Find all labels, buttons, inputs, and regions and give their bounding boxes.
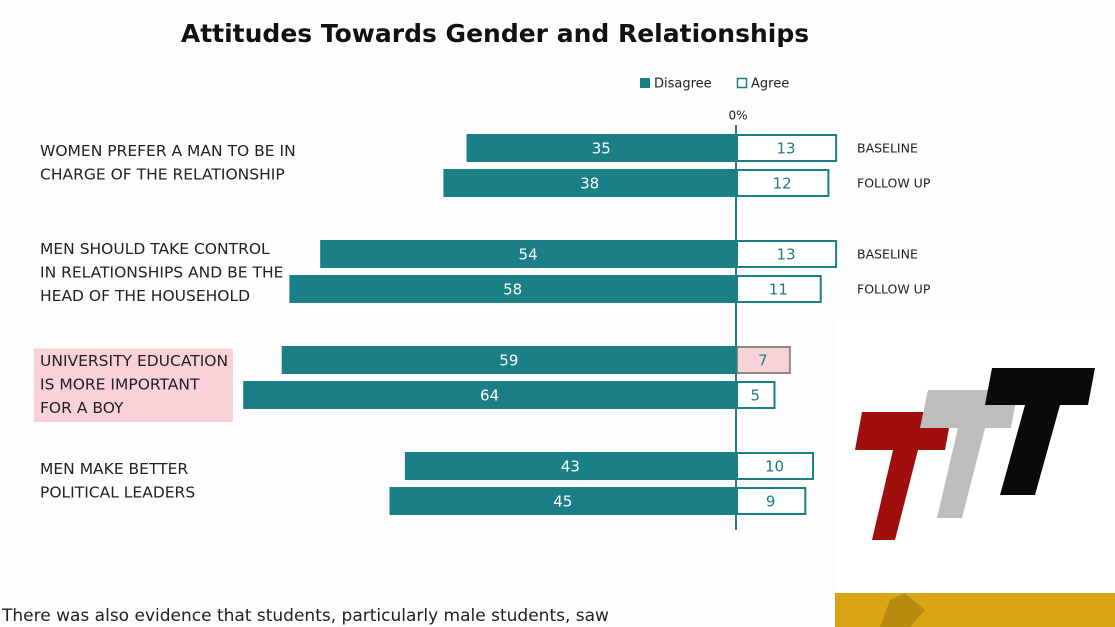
row-label: FOLLOW UP bbox=[857, 282, 931, 297]
bar bbox=[736, 240, 838, 268]
bar bbox=[243, 381, 736, 409]
group-label: IS MORE IMPORTANT bbox=[40, 376, 200, 394]
value-label: 64 bbox=[480, 387, 499, 405]
group-label: IN RELATIONSHIPS AND BE THE bbox=[40, 264, 283, 282]
bar bbox=[736, 169, 830, 197]
chart-title: Attitudes Towards Gender and Relationshi… bbox=[181, 19, 809, 48]
logo-t-red bbox=[855, 412, 952, 540]
group-label: MEN SHOULD TAKE CONTROL bbox=[40, 240, 270, 258]
value-label: 13 bbox=[777, 140, 796, 158]
bar bbox=[404, 452, 736, 480]
row-label: BASELINE bbox=[857, 247, 918, 262]
logo bbox=[835, 315, 1115, 627]
value-label: 9 bbox=[766, 493, 776, 511]
value-label: 11 bbox=[769, 281, 788, 299]
bar bbox=[736, 134, 838, 162]
value-label: 10 bbox=[765, 458, 784, 476]
caption: There was also evidence that students, p… bbox=[1, 606, 609, 626]
row-label: BASELINE bbox=[857, 141, 918, 156]
bar bbox=[289, 275, 736, 303]
group-label: UNIVERSITY EDUCATION bbox=[40, 352, 228, 370]
x-tick-label: 0% bbox=[728, 109, 747, 123]
value-label: 38 bbox=[580, 175, 599, 193]
bar bbox=[443, 169, 736, 197]
value-label: 45 bbox=[553, 493, 572, 511]
highlight-box bbox=[34, 348, 233, 422]
value-label: 43 bbox=[561, 458, 580, 476]
bar bbox=[466, 134, 736, 162]
bar bbox=[736, 275, 822, 303]
value-label: 13 bbox=[777, 246, 796, 264]
group-label: HEAD OF THE HOUSEHOLD bbox=[40, 287, 250, 305]
row-label: FOLLOW UP bbox=[857, 176, 931, 191]
value-label: 58 bbox=[503, 281, 522, 299]
legend-swatch bbox=[736, 77, 748, 89]
value-label: 59 bbox=[499, 352, 518, 370]
bar bbox=[736, 381, 776, 409]
logo-t-black bbox=[985, 368, 1095, 495]
group-label: MEN MAKE BETTER bbox=[40, 460, 188, 478]
group-label: FOR A BOY bbox=[40, 399, 124, 417]
bar bbox=[736, 452, 814, 480]
value-label: 35 bbox=[592, 140, 611, 158]
bar bbox=[389, 487, 736, 515]
logo-band-shade bbox=[880, 593, 925, 627]
logo-t-gray bbox=[920, 390, 1018, 518]
legend-swatch bbox=[640, 78, 650, 88]
bar bbox=[281, 346, 736, 374]
bar bbox=[736, 487, 807, 515]
logo-band bbox=[835, 593, 1115, 627]
group-label: WOMEN PREFER A MAN TO BE IN bbox=[40, 142, 296, 160]
legend-label: Agree bbox=[751, 77, 789, 92]
bar bbox=[320, 240, 736, 268]
value-label: 54 bbox=[519, 246, 538, 264]
value-label: 12 bbox=[773, 175, 792, 193]
value-label: 5 bbox=[750, 387, 760, 405]
legend-label: Disagree bbox=[654, 77, 712, 92]
group-label: CHARGE OF THE RELATIONSHIP bbox=[40, 166, 285, 184]
group-label: POLITICAL LEADERS bbox=[40, 484, 195, 502]
value-label: 7 bbox=[758, 352, 768, 370]
